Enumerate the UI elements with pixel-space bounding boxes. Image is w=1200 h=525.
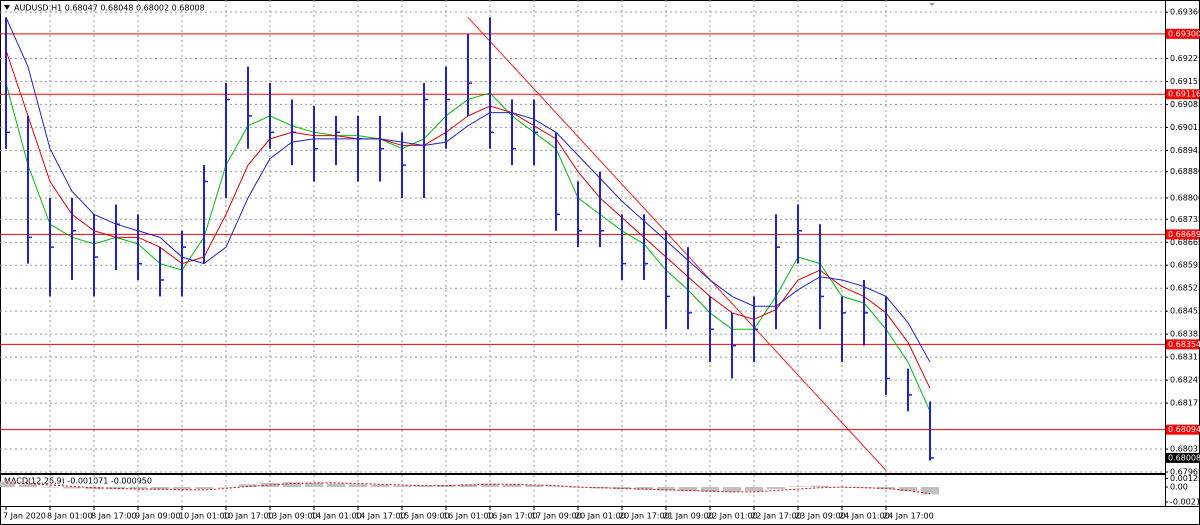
- y-tick-label: 0.69366: [1170, 8, 1200, 17]
- y-tick-label: 0.67965: [1170, 468, 1200, 477]
- macd-bar: [459, 484, 477, 488]
- symbol-marker: [4, 5, 10, 10]
- macd-bar: [525, 484, 543, 488]
- level-label-box: [1166, 28, 1199, 39]
- x-tick-label: 24 Jan 17:00: [883, 512, 934, 521]
- macd-bar: [921, 487, 939, 495]
- macd-bar: [41, 487, 59, 488]
- macd-bar: [591, 487, 609, 489]
- level-label-box: [1166, 339, 1199, 350]
- x-tick-label: 16 Jan 17:00: [487, 512, 538, 521]
- macd-bar: [701, 487, 719, 492]
- macd-bar: [723, 487, 741, 492]
- y-tick-label: 0.68315: [1170, 353, 1200, 362]
- y-tick-label: 0.68665: [1170, 238, 1200, 247]
- x-tick-label: 7 Jan 2020: [3, 512, 46, 521]
- y-tick-label: 0.68385: [1170, 330, 1200, 339]
- y-tick-label: 0.68595: [1170, 261, 1200, 270]
- scroll-marker: [929, 3, 935, 6]
- macd-bar: [195, 487, 213, 490]
- y-tick-label: 0.69015: [1170, 123, 1200, 132]
- last-price-box: [1166, 452, 1199, 463]
- macd-bar: [767, 487, 785, 490]
- macd-bar: [217, 487, 235, 488]
- trendline: [467, 17, 887, 471]
- level-label-box: [1166, 229, 1199, 240]
- x-tick-label: 21 Jan 09:00: [663, 512, 714, 521]
- x-tick-label: 8 Jan 01:00: [47, 512, 93, 521]
- chart-title: AUDUSD,H1 0.68047 0.68048 0.68002 0.6800…: [14, 4, 205, 13]
- macd-y-tick-label: 0.001254: [1170, 474, 1200, 483]
- level-label: 0.68689: [1168, 230, 1200, 239]
- macd-bar: [349, 484, 367, 488]
- x-tick-label: 14 Jan 01:00: [311, 512, 362, 521]
- x-tick-label: 17 Jan 09:00: [531, 512, 582, 521]
- macd-bar: [239, 484, 257, 488]
- x-tick-label: 22 Jan 17:00: [751, 512, 802, 521]
- x-tick-label: 9 Jan 09:00: [135, 512, 181, 521]
- macd-bar: [107, 487, 125, 490]
- macd-bar: [811, 485, 829, 488]
- macd-bar: [129, 487, 147, 490]
- x-tick-label: 8 Jan 17:00: [91, 512, 137, 521]
- level-label: 0.69116: [1168, 90, 1200, 99]
- macd-bar: [19, 484, 37, 488]
- macd-bar: [679, 487, 697, 492]
- level-label: 0.68094: [1168, 425, 1200, 434]
- y-tick-label: 0.68035: [1170, 445, 1200, 454]
- macd-bar: [371, 484, 389, 488]
- macd-bar: [635, 487, 653, 490]
- x-tick-label: 24 Jan 01:00: [839, 512, 890, 521]
- macd-bar: [481, 483, 499, 488]
- macd-bar: [63, 487, 81, 489]
- y-tick-label: 0.68800: [1170, 193, 1200, 202]
- y-tick-label: 0.68175: [1170, 399, 1200, 408]
- macd-bar: [0, 481, 15, 488]
- y-tick-label: 0.68880: [1170, 167, 1200, 176]
- macd-title: MACD(12,26,9) -0.001071 -0.000950: [4, 477, 152, 486]
- y-tick-label: 0.68245: [1170, 376, 1200, 385]
- x-tick-label: 20 Jan 01:00: [575, 512, 626, 521]
- y-tick-label: 0.69225: [1170, 54, 1200, 63]
- macd-bar: [855, 487, 873, 488]
- last-price-label: 0.68008: [1168, 453, 1200, 462]
- x-tick-label: 20 Jan 17:00: [619, 512, 670, 521]
- x-tick-label: 14 Jan 17:00: [355, 512, 406, 521]
- macd-bar: [789, 486, 807, 488]
- x-tick-label: 16 Jan 01:00: [443, 512, 494, 521]
- macd-bar: [745, 487, 763, 492]
- macd-bar: [305, 482, 323, 488]
- macd-bar: [657, 487, 675, 491]
- y-tick-label: 0.68735: [1170, 215, 1200, 224]
- x-tick-label: 13 Jan 09:00: [267, 512, 318, 521]
- macd-bar: [283, 482, 301, 488]
- level-label: 0.68354: [1168, 340, 1200, 349]
- level-label-box: [1166, 89, 1199, 100]
- macd-bar: [415, 485, 433, 488]
- macd-bar: [327, 483, 345, 488]
- macd-bar: [393, 485, 411, 488]
- macd-bar: [151, 487, 169, 490]
- x-tick-label: 22 Jan 01:00: [707, 512, 758, 521]
- macd-bar: [503, 484, 521, 488]
- macd-y-tick-label: -0.00216: [1170, 497, 1200, 506]
- x-tick-label: 15 Jan 09:00: [399, 512, 450, 521]
- x-tick-label: 10 Jan 01:00: [179, 512, 230, 521]
- y-tick-label: 0.68525: [1170, 284, 1200, 293]
- y-tick-label: 0.69085: [1170, 100, 1200, 109]
- y-tick-label: 0.68945: [1170, 146, 1200, 155]
- y-tick-label: 0.69155: [1170, 77, 1200, 86]
- macd-bar: [173, 487, 191, 490]
- macd-bar: [899, 487, 917, 492]
- x-tick-label: 10 Jan 17:00: [223, 512, 274, 521]
- x-tick-label: 23 Jan 09:00: [795, 512, 846, 521]
- y-tick-label: 0.68455: [1170, 307, 1200, 316]
- level-label: 0.69300: [1168, 29, 1200, 38]
- level-label-box: [1166, 424, 1199, 435]
- macd-y-tick-label: 0.00: [1170, 483, 1188, 492]
- macd-bar: [547, 486, 565, 488]
